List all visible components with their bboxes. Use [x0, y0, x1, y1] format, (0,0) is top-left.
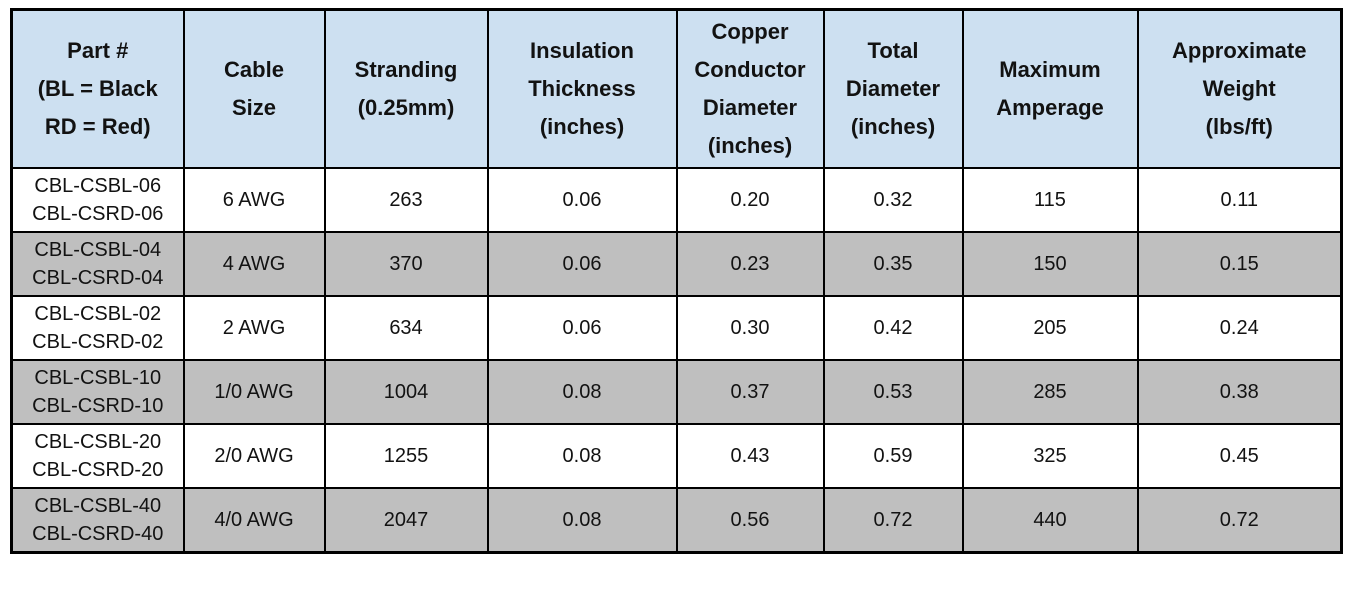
maximum-amperage-cell: 285	[961, 359, 1139, 425]
col-header-cable-size: Cable Size	[182, 8, 326, 169]
total-diameter-cell: 0.35	[822, 231, 964, 297]
copper-conductor-diameter-cell: 0.56	[675, 487, 825, 554]
table-row: CBL-CSBL-04 CBL-CSRD-04 4 AWG 370 0.06 0…	[10, 231, 1343, 297]
table-row: CBL-CSBL-10 CBL-CSRD-10 1/0 AWG 1004 0.0…	[10, 359, 1343, 425]
table-row: CBL-CSBL-06 CBL-CSRD-06 6 AWG 263 0.06 0…	[10, 167, 1343, 233]
insulation-thickness-cell: 0.08	[486, 359, 678, 425]
insulation-thickness-cell: 0.06	[486, 231, 678, 297]
cable-size-cell: 2/0 AWG	[182, 423, 326, 489]
cable-size-cell: 4/0 AWG	[182, 487, 326, 554]
part-number-cell: CBL-CSBL-02 CBL-CSRD-02	[10, 295, 185, 361]
maximum-amperage-cell: 325	[961, 423, 1139, 489]
part-number-cell: CBL-CSBL-20 CBL-CSRD-20	[10, 423, 185, 489]
part-number-cell: CBL-CSBL-40 CBL-CSRD-40	[10, 487, 185, 554]
total-diameter-cell: 0.72	[822, 487, 964, 554]
table-row: CBL-CSBL-20 CBL-CSRD-20 2/0 AWG 1255 0.0…	[10, 423, 1343, 489]
copper-conductor-diameter-cell: 0.23	[675, 231, 825, 297]
part-number-cell: CBL-CSBL-10 CBL-CSRD-10	[10, 359, 185, 425]
table-row: CBL-CSBL-02 CBL-CSRD-02 2 AWG 634 0.06 0…	[10, 295, 1343, 361]
approximate-weight-cell: 0.38	[1136, 359, 1343, 425]
col-header-insulation-thickness: Insulation Thickness (inches)	[486, 8, 678, 169]
copper-conductor-diameter-cell: 0.37	[675, 359, 825, 425]
cable-size-cell: 1/0 AWG	[182, 359, 326, 425]
col-header-stranding: Stranding (0.25mm)	[323, 8, 489, 169]
approximate-weight-cell: 0.24	[1136, 295, 1343, 361]
approximate-weight-cell: 0.15	[1136, 231, 1343, 297]
cable-spec-table: Part # (BL = Black RD = Red) Cable Size …	[10, 8, 1343, 554]
insulation-thickness-cell: 0.06	[486, 295, 678, 361]
insulation-thickness-cell: 0.08	[486, 487, 678, 554]
maximum-amperage-cell: 115	[961, 167, 1139, 233]
approximate-weight-cell: 0.11	[1136, 167, 1343, 233]
approximate-weight-cell: 0.72	[1136, 487, 1343, 554]
part-number-cell: CBL-CSBL-06 CBL-CSRD-06	[10, 167, 185, 233]
insulation-thickness-cell: 0.06	[486, 167, 678, 233]
stranding-cell: 2047	[323, 487, 489, 554]
cable-size-cell: 4 AWG	[182, 231, 326, 297]
cable-size-cell: 6 AWG	[182, 167, 326, 233]
col-header-approximate-weight: Approximate Weight (lbs/ft)	[1136, 8, 1343, 169]
col-header-maximum-amperage: Maximum Amperage	[961, 8, 1139, 169]
part-number-cell: CBL-CSBL-04 CBL-CSRD-04	[10, 231, 185, 297]
approximate-weight-cell: 0.45	[1136, 423, 1343, 489]
total-diameter-cell: 0.59	[822, 423, 964, 489]
total-diameter-cell: 0.32	[822, 167, 964, 233]
maximum-amperage-cell: 440	[961, 487, 1139, 554]
col-header-total-diameter: Total Diameter (inches)	[822, 8, 964, 169]
cable-spec-table-container: Part # (BL = Black RD = Red) Cable Size …	[10, 8, 1343, 554]
stranding-cell: 370	[323, 231, 489, 297]
total-diameter-cell: 0.42	[822, 295, 964, 361]
stranding-cell: 1004	[323, 359, 489, 425]
stranding-cell: 263	[323, 167, 489, 233]
maximum-amperage-cell: 205	[961, 295, 1139, 361]
copper-conductor-diameter-cell: 0.43	[675, 423, 825, 489]
total-diameter-cell: 0.53	[822, 359, 964, 425]
table-row: CBL-CSBL-40 CBL-CSRD-40 4/0 AWG 2047 0.0…	[10, 487, 1343, 554]
cable-size-cell: 2 AWG	[182, 295, 326, 361]
stranding-cell: 634	[323, 295, 489, 361]
insulation-thickness-cell: 0.08	[486, 423, 678, 489]
copper-conductor-diameter-cell: 0.30	[675, 295, 825, 361]
copper-conductor-diameter-cell: 0.20	[675, 167, 825, 233]
maximum-amperage-cell: 150	[961, 231, 1139, 297]
stranding-cell: 1255	[323, 423, 489, 489]
col-header-part-number: Part # (BL = Black RD = Red)	[10, 8, 185, 169]
col-header-copper-conductor-diameter: Copper Conductor Diameter (inches)	[675, 8, 825, 169]
header-row: Part # (BL = Black RD = Red) Cable Size …	[10, 8, 1343, 169]
